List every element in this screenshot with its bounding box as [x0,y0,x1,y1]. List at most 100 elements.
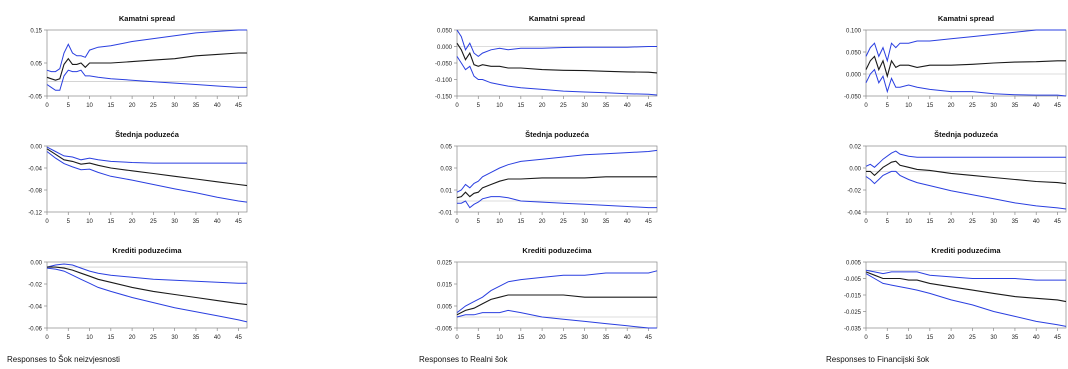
y-tick-label: -0.025 [844,310,862,316]
response-line [865,55,1066,79]
y-tick-label: -0.02 [847,189,861,195]
column-caption-uncertainty-shock: Responses to Šok neizvjesnosti [7,355,120,364]
x-tick-label: 0 [45,219,49,225]
x-tick-label: 40 [624,335,631,341]
x-tick-label: 5 [67,219,71,225]
confidence-band-lower [46,267,248,323]
x-tick-label: 0 [864,219,868,225]
x-tick-label: 35 [193,335,200,341]
x-tick-label: 25 [560,335,567,341]
confidence-band-upper [865,29,1066,63]
y-tick-label: -0.100 [435,78,453,84]
y-tick-label: 0.005 [437,305,453,311]
confidence-band-lower [456,56,658,96]
y-tick-label: -0.04 [28,305,42,311]
x-tick-label: 40 [214,335,221,341]
x-tick-label: 20 [539,219,546,225]
x-tick-label: 15 [926,219,933,225]
x-tick-label: 0 [455,219,459,225]
x-tick-label: 45 [1054,335,1061,341]
x-tick-label: 30 [171,103,178,109]
plot-frame [46,145,248,213]
x-tick-label: 40 [624,103,631,109]
x-tick-label: 20 [948,219,955,225]
x-tick-label: 30 [990,335,997,341]
y-tick-label: 0.100 [846,29,862,35]
x-tick-label: 5 [477,219,481,225]
x-tick-label: 30 [990,219,997,225]
y-tick-label: 0.000 [437,45,453,51]
x-tick-label: 10 [905,103,912,109]
x-tick-label: 45 [1054,103,1061,109]
x-tick-label: 45 [645,219,652,225]
y-tick-label: -0.150 [435,95,453,101]
x-tick-label: 15 [926,335,933,341]
column-caption-financial-shock: Responses to Financijski šok [826,355,930,364]
confidence-band-lower [865,170,1067,210]
plot-frame [46,261,248,329]
x-tick-label: 10 [496,219,503,225]
chart-title: Štednja poduzeća [525,130,590,139]
y-tick-label: 0.02 [849,145,861,151]
confidence-band-upper [46,263,247,284]
x-tick-label: 10 [496,335,503,341]
y-tick-label: 0.05 [30,62,42,68]
x-tick-label: 25 [560,219,567,225]
confidence-band-lower [457,196,657,209]
x-tick-label: 5 [67,103,71,109]
x-tick-label: 15 [517,335,524,341]
confidence-band-lower [46,69,247,91]
chart-title: Štednja poduzeća [934,130,999,139]
irf-chart-1-2: Krediti poduzećima 0.025 0.015 0.005 -0.0050… [435,246,658,341]
column-caption-real-shock: Responses to Realni šok [419,355,508,364]
confidence-band-upper [456,149,658,193]
irf-chart-2-2: Krediti poduzećima 0.005 -0.005 -0.015 -0.02… [844,246,1067,341]
irf-chart-0-2: Krediti poduzećima 0.00 -0.02 -0.04 -0.060 5 1… [28,246,248,341]
y-tick-label: 0.00 [30,145,42,151]
x-tick-label: 15 [926,103,933,109]
x-tick-label: 0 [864,103,868,109]
x-tick-label: 35 [1012,219,1019,225]
y-tick-label: -0.015 [844,294,862,300]
x-tick-label: 15 [107,335,114,341]
x-tick-label: 0 [455,335,459,341]
x-tick-label: 0 [455,103,459,109]
x-tick-label: 30 [581,103,588,109]
response-line [456,176,657,199]
confidence-band-upper [865,150,1066,168]
x-tick-label: 20 [948,103,955,109]
x-tick-label: 10 [86,335,93,341]
x-tick-label: 40 [214,103,221,109]
response-line [456,42,658,74]
y-tick-label: 0.025 [437,261,453,267]
plot-frame [456,29,658,97]
y-tick-label: 0.050 [846,51,862,57]
x-tick-label: 20 [129,335,136,341]
x-tick-label: 25 [150,219,157,225]
x-tick-label: 10 [905,335,912,341]
irf-chart-0-1: Štednja poduzeća 0.00 -0.04 -0.08 -0.120 5 10 1… [28,130,248,225]
x-tick-label: 30 [581,335,588,341]
x-tick-label: 40 [1033,335,1040,341]
irf-chart-0-0: Kamatni spread 0.15 0.05 -0.050 5 10 15 20 25 30 3… [28,14,248,109]
y-tick-label: 0.15 [30,29,42,35]
confidence-band-lower [456,309,657,329]
y-tick-label: 0.01 [440,189,452,195]
x-tick-label: 45 [645,103,652,109]
confidence-band-upper [865,269,1066,281]
x-tick-label: 35 [603,335,610,341]
irf-chart-2-1: Štednja poduzeća 0.02 0.00 -0.02 -0.040 5 10 15… [847,130,1067,225]
y-tick-label: 0.05 [440,145,452,151]
x-tick-label: 45 [1054,219,1061,225]
x-tick-label: 5 [477,335,481,341]
confidence-band-upper [456,29,657,58]
x-tick-label: 30 [171,335,178,341]
response-line [866,160,1067,185]
y-tick-label: -0.06 [28,327,42,333]
x-tick-label: 0 [864,335,868,341]
y-tick-label: 0.00 [30,261,42,267]
x-tick-label: 40 [1033,103,1040,109]
irf-chart-1-1: Štednja poduzeća 0.05 0.03 0.01 -0.010 5 10 15 2… [438,130,658,225]
y-tick-label: 0.015 [437,283,453,289]
